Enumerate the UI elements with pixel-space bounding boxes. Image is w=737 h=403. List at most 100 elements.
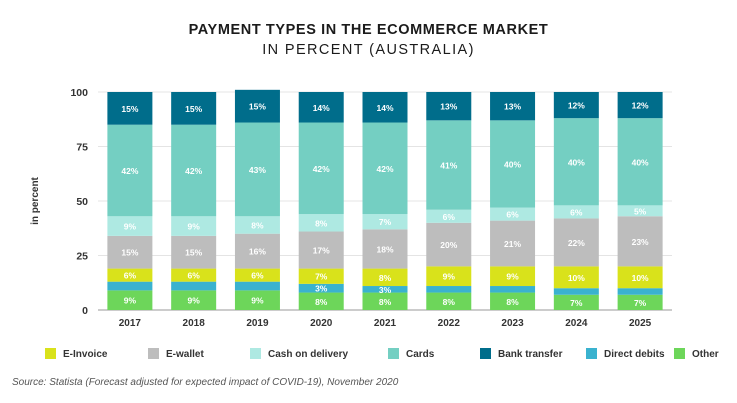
data-label: 23%: [632, 237, 649, 247]
bar-segment: [298, 268, 344, 284]
legend-label: E-Invoice: [63, 349, 108, 360]
data-label: 12%: [632, 101, 649, 111]
data-label: 7%: [315, 272, 328, 282]
bar-segment: [171, 268, 217, 282]
data-label: 43%: [249, 165, 266, 175]
data-label: 10%: [568, 273, 585, 283]
bar-segment: [171, 216, 217, 236]
x-tick-label: 2023: [501, 318, 524, 329]
data-label: 18%: [376, 244, 393, 254]
bar-segment: [107, 235, 153, 269]
bar-segment: [362, 229, 408, 269]
data-label: 40%: [632, 157, 649, 167]
bar-segment: [171, 290, 217, 310]
data-label: 20%: [440, 240, 457, 250]
bar-segment: [107, 124, 153, 217]
data-label: 15%: [185, 104, 202, 114]
bar-segment: [362, 286, 408, 293]
legend-label: Cash on delivery: [268, 349, 348, 360]
data-label: 8%: [506, 297, 519, 307]
bar-segment: [490, 120, 536, 208]
bar-segment: [107, 92, 153, 125]
bar-segment: [362, 292, 408, 310]
bar-segment: [617, 266, 663, 289]
bar-segment: [362, 92, 408, 123]
data-label: 6%: [443, 212, 456, 222]
bar-segment: [490, 286, 536, 293]
bar-segment: [171, 281, 217, 291]
legend-swatch: [45, 348, 56, 359]
bar-segment: [234, 122, 280, 217]
data-label: 9%: [443, 272, 456, 282]
bar-segment: [617, 118, 663, 206]
bar-segment: [553, 288, 599, 295]
bar-segment: [426, 266, 472, 287]
legend-label: Other: [692, 349, 719, 360]
data-label: 40%: [568, 157, 585, 167]
data-label: 8%: [315, 297, 328, 307]
bar-segment: [426, 209, 472, 223]
bar-segment: [617, 92, 663, 119]
bar-segment: [171, 124, 217, 217]
data-label: 8%: [443, 297, 456, 307]
data-label: 5%: [634, 206, 647, 216]
data-label: 15%: [121, 104, 138, 114]
data-label: 40%: [504, 159, 521, 169]
bar-segment: [553, 92, 599, 119]
y-tick-label: 0: [82, 305, 88, 317]
data-label: 8%: [379, 273, 392, 283]
legend-label: Cards: [406, 349, 435, 360]
bar-segment: [298, 283, 344, 293]
data-label: 9%: [506, 272, 519, 282]
x-tick-label: 2019: [246, 318, 269, 329]
legend-label: Bank transfer: [498, 349, 563, 360]
bar-segment: [298, 231, 344, 269]
bar-segment: [617, 216, 663, 267]
data-label: 7%: [379, 217, 392, 227]
data-label: 12%: [568, 101, 585, 111]
y-axis-label: in percent: [30, 176, 41, 224]
bar-segment: [362, 268, 408, 287]
data-label: 21%: [504, 239, 521, 249]
y-tick-label: 25: [76, 251, 88, 263]
bar-segment: [234, 233, 280, 269]
data-label: 6%: [506, 210, 519, 220]
bar-segment: [553, 266, 599, 289]
bar-segment: [490, 207, 536, 221]
data-label: 16%: [249, 247, 266, 257]
x-tick-label: 2018: [183, 318, 206, 329]
y-tick-label: 100: [70, 87, 88, 99]
data-label: 6%: [188, 271, 201, 281]
legend-swatch: [148, 348, 159, 359]
y-tick-label: 50: [76, 196, 88, 208]
legend-label: E-wallet: [166, 349, 204, 360]
bar-segment: [490, 220, 536, 267]
bar-segment: [490, 92, 536, 121]
bar-segment: [298, 122, 344, 215]
bar-segment: [617, 205, 663, 217]
bar-segment: [490, 266, 536, 287]
bar-segment: [362, 122, 408, 215]
bar-segment: [617, 294, 663, 310]
x-tick-label: 2017: [119, 318, 142, 329]
x-tick-label: 2021: [374, 318, 397, 329]
legend-label: Direct debits: [604, 349, 665, 360]
bar-segment: [234, 89, 280, 123]
bar-segment: [171, 92, 217, 125]
data-label: 14%: [376, 103, 393, 113]
bar-segment: [617, 288, 663, 295]
bar-segment: [107, 216, 153, 236]
bar-segment: [426, 120, 472, 210]
bar-segment: [426, 92, 472, 121]
legend-swatch: [674, 348, 685, 359]
bar-segment: [553, 118, 599, 206]
x-tick-label: 2024: [565, 318, 588, 329]
data-label: 8%: [315, 218, 328, 228]
bar-segment: [107, 290, 153, 310]
bar-segment: [298, 92, 344, 123]
bar-segment: [553, 294, 599, 310]
data-label: 6%: [570, 207, 583, 217]
data-label: 9%: [251, 296, 264, 306]
chart-title: PAYMENT TYPES IN THE ECOMMERCE MARKET: [188, 22, 549, 38]
